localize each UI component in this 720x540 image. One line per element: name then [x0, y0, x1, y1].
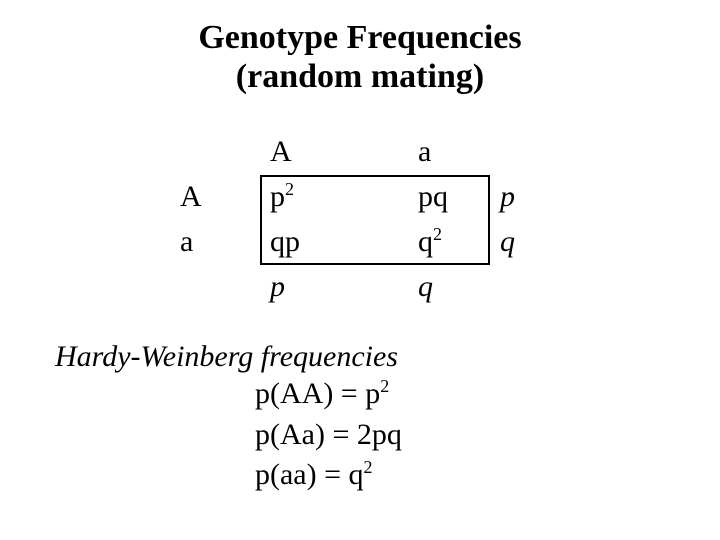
- margin-freq-bottom-p: p: [270, 270, 285, 304]
- hw-eq-AA-base: p: [365, 377, 380, 410]
- hw-eq-AA-sup: 2: [380, 376, 389, 396]
- column-header-allele-2: a: [418, 135, 431, 169]
- title-line-2: (random mating): [0, 57, 720, 96]
- hw-eq-aa-sup: 2: [364, 457, 373, 477]
- margin-freq-bottom-q: q: [418, 270, 433, 304]
- cell-aa: q2: [418, 225, 442, 259]
- margin-freq-right-p: p: [500, 180, 515, 214]
- cell-AA: p2: [270, 180, 294, 214]
- slide-title: Genotype Frequencies (random mating): [0, 0, 720, 96]
- hw-eq-aa-base: q: [349, 458, 364, 491]
- hw-eq-aa-lhs: p(aa) =: [255, 458, 349, 491]
- cell-AA-base: p: [270, 180, 285, 213]
- row-header-allele-2: a: [180, 225, 193, 259]
- cell-aA: qp: [270, 225, 300, 259]
- hardy-weinberg-section: Hardy-Weinberg frequencies p(AA) = p2 p(…: [55, 340, 402, 496]
- hw-eq-AA: p(AA) = p2: [255, 374, 402, 415]
- cell-aa-sup: 2: [433, 224, 442, 244]
- hw-eq-aa: p(aa) = q2: [255, 455, 402, 496]
- hardy-weinberg-heading: Hardy-Weinberg frequencies: [55, 340, 402, 374]
- hardy-weinberg-equations: p(AA) = p2 p(Aa) = 2pq p(aa) = q2: [255, 374, 402, 496]
- cell-Aa: pq: [418, 180, 448, 214]
- cell-AA-sup: 2: [285, 179, 294, 199]
- margin-freq-right-q: q: [500, 225, 515, 259]
- cell-aa-base: q: [418, 225, 433, 258]
- title-line-1: Genotype Frequencies: [0, 18, 720, 57]
- row-header-allele-1: A: [180, 180, 202, 214]
- hw-eq-Aa: p(Aa) = 2pq: [255, 415, 402, 456]
- hw-eq-AA-lhs: p(AA) =: [255, 377, 365, 410]
- column-header-allele-1: A: [270, 135, 292, 169]
